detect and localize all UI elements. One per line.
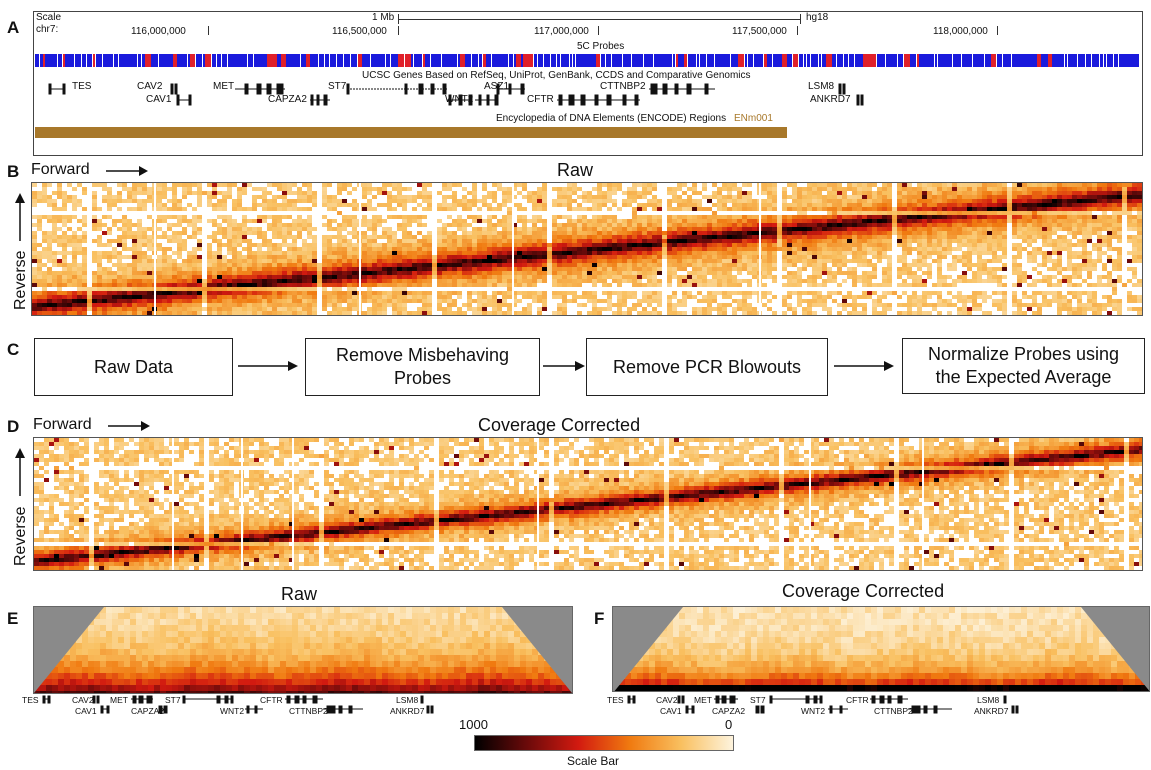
flow-step-remove-pcr-blowouts: Remove PCR Blowouts [586, 338, 828, 396]
encode-region-bar [35, 127, 787, 138]
reverse-label: Reverse [12, 250, 29, 310]
coord-tick-label: 118,000,000 [933, 26, 988, 37]
gene-label: CAPZA2 [131, 706, 165, 716]
gene-label: ANKRD7 [974, 706, 1009, 716]
gene-label: TES [607, 695, 624, 705]
flow-arrow-icon [238, 361, 298, 371]
encode-region-label: ENm001 [734, 113, 773, 124]
gene-label: ST7 [165, 695, 181, 705]
gene-label: ANKRD7 [390, 706, 425, 716]
flow-step-remove-misbehaving-probes: Remove Misbehaving Probes [305, 338, 540, 396]
flow-arrow-icon [543, 361, 585, 371]
gene-label: MET [694, 695, 712, 705]
chromosome-label: chr7: [36, 24, 59, 35]
scale-label: Scale [36, 12, 62, 23]
gene-label: LSM8 [977, 695, 1000, 705]
gene-label: LSM8 [808, 81, 835, 92]
gene-label: CAV2 [72, 695, 94, 705]
gene-track [48, 83, 864, 106]
triangle-heatmap-coverage-corrected [612, 606, 1150, 692]
gene-label: CAV1 [660, 706, 682, 716]
scalebar-line [398, 19, 800, 20]
gene-label: ST7 [750, 695, 766, 705]
gene-track-e [42, 695, 434, 714]
gene-label: CAPZA2 [712, 706, 746, 716]
panel-letter-c: C [7, 340, 20, 359]
gene-label: CFTR [527, 94, 554, 105]
reverse-arrow-icon [15, 448, 25, 496]
panel-letter-d: D [7, 417, 20, 436]
panel-b-title: Raw [557, 160, 594, 180]
gene-label: WNT2 [445, 94, 474, 105]
triangle-heatmap-raw [33, 606, 573, 694]
scale-max-label: 1000 [459, 717, 488, 732]
coord-tick-label: 117,000,000 [534, 26, 589, 37]
gene-label: WNT2 [801, 706, 826, 716]
reverse-label: Reverse [12, 506, 29, 566]
color-scale-bar [474, 735, 734, 751]
forward-arrow-icon [108, 421, 150, 431]
gene-label: ST7 [328, 81, 347, 92]
assembly-label: hg18 [806, 12, 829, 23]
coord-tick [997, 26, 998, 35]
panel-letter-a: A [7, 18, 20, 37]
gene-label: TES [72, 81, 92, 92]
heatmap-raw [31, 182, 1143, 316]
gene-label: TES [22, 695, 39, 705]
track-label-genes: UCSC Genes Based on RefSeq, UniProt, Gen… [362, 70, 751, 81]
coord-tick [797, 26, 798, 35]
panel-letter-b: B [7, 162, 20, 181]
flow-step-normalize-probes: Normalize Probes using the Expected Avera… [902, 338, 1145, 394]
coord-tick [398, 26, 399, 35]
gene-label: ASZ1 [484, 81, 510, 92]
coord-tick-label: 116,500,000 [332, 26, 387, 37]
gene-label: CTTNBP2 [289, 706, 328, 716]
gene-label: WNT2 [220, 706, 245, 716]
5c-probe-track [35, 54, 1139, 67]
scale-bar-caption: Scale Bar [567, 754, 620, 768]
gene-label: CAV1 [146, 94, 172, 105]
track-label-encode: Encyclopedia of DNA Elements (ENCODE) Re… [496, 113, 727, 124]
gene-track-f [627, 695, 1019, 714]
flow-arrow-icon [834, 361, 894, 371]
gene-label: CTTNBP2 [600, 81, 646, 92]
gene-label: MET [213, 81, 235, 92]
gene-label: CAV2 [656, 695, 678, 705]
panel-e-title: Raw [281, 584, 318, 604]
gene-label: CAV1 [75, 706, 97, 716]
forward-label: Forward [31, 161, 90, 178]
coord-tick-label: 117,500,000 [732, 26, 787, 37]
panel-letter-f: F [594, 609, 605, 628]
gene-label: CFTR [260, 695, 283, 705]
gene-label: CTTNBP2 [874, 706, 913, 716]
coord-tick-label: 116,000,000 [131, 26, 186, 37]
gene-label: MET [110, 695, 128, 705]
forward-arrow-icon [106, 166, 148, 176]
reverse-arrow-icon [15, 193, 25, 241]
gene-label: CAV2 [137, 81, 163, 92]
gene-label: CFTR [846, 695, 869, 705]
gene-label: CAPZA2 [268, 94, 307, 105]
coord-tick [208, 26, 209, 35]
scalebar-tick-right [800, 14, 801, 24]
scale-min-label: 0 [725, 717, 733, 732]
scalebar-label: 1 Mb [372, 12, 395, 23]
panel-letter-e: E [7, 609, 19, 628]
panel-f-title: Coverage Corrected [782, 581, 945, 601]
track-label-5c-probes: 5C Probes [577, 41, 625, 52]
flow-step-raw-data: Raw Data [34, 338, 233, 396]
coord-tick [598, 26, 599, 35]
heatmap-coverage-corrected [33, 437, 1143, 571]
forward-label: Forward [33, 416, 92, 433]
panel-d-title: Coverage Corrected [478, 415, 641, 435]
gene-label: ANKRD7 [810, 94, 851, 105]
scalebar-tick-left [398, 14, 399, 24]
gene-label: LSM8 [396, 695, 419, 705]
